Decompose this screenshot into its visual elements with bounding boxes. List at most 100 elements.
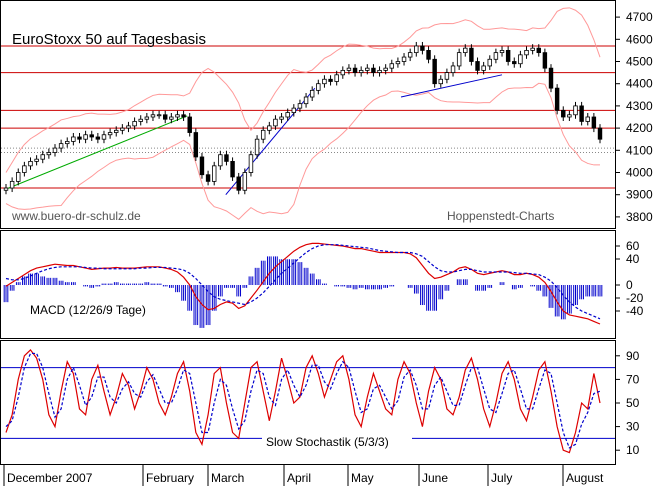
candle-body [346,67,352,71]
stoch-ytick-label: 50 [626,396,640,410]
trendline [5,115,188,190]
candle-body [65,141,70,145]
candle-body [169,116,174,120]
candle-body [52,147,58,153]
candle-body [383,67,388,71]
lower-band [5,82,601,220]
candle-body [187,116,192,133]
candle-body [132,121,137,127]
candle-body [46,152,52,156]
candle-body [463,47,468,54]
candle-body [328,78,333,82]
candle-body [22,165,27,173]
stoch-d-line [5,352,601,449]
price-ytick-label: 4300 [626,99,653,113]
candle-body [114,129,119,133]
stoch-ytick-label: 30 [626,420,640,434]
candle-body [334,74,339,82]
macd-ytick-label: -40 [626,304,644,318]
candle-body [377,69,382,73]
month-label: June [422,471,448,485]
candle-body [456,52,462,67]
candle-body [224,154,229,162]
price-ytick-label: 4200 [626,121,653,135]
macd-ytick-label: 0 [626,278,633,292]
stoch-ytick-label: 10 [626,443,640,457]
candle-body [450,65,456,74]
stochastic-label-bg [262,433,412,449]
candle-body [34,158,39,162]
price-ytick-label: 4100 [626,143,653,157]
candle-body [236,176,241,191]
candle-body [162,114,168,120]
candle-body [230,160,235,178]
price-ytick-label: 4400 [626,77,653,91]
month-label: February [146,471,194,485]
candle-body [493,52,499,60]
candle-body [420,45,425,51]
month-label: July [491,471,512,485]
candle-body [138,118,143,122]
candle-body [426,50,431,60]
candle-body [89,134,94,138]
candle-body [218,154,223,167]
candle-body [481,65,486,71]
candle-body [316,83,321,91]
source-right-label: Hoppenstedt-Charts [447,209,554,223]
candle-body [107,132,113,136]
candle-body [260,129,266,140]
candle-body [126,125,131,129]
candle-body [9,180,15,189]
candle-body [205,174,211,182]
month-label: May [351,471,374,485]
macd-panel-frame [0,230,616,339]
candle-body [95,136,101,140]
candle-body [285,112,290,118]
month-label: March [211,471,244,485]
candle-body [291,107,297,113]
price-ytick-label: 4600 [626,32,653,46]
candle-body [175,114,180,118]
trendline [400,74,503,98]
candle-body [273,118,278,127]
price-ytick-label: 3800 [626,210,653,224]
candle-body [579,105,584,122]
candle-body [267,125,272,131]
candle-body [548,67,554,89]
candle-body [156,114,162,117]
candle-body [16,172,21,182]
candle-body [83,134,88,140]
candle-body [150,114,156,118]
candle-body [469,47,474,62]
macd-ytick-label: -20 [626,291,644,305]
candle-body [58,143,64,149]
macd-label: MACD (12/26/9 Tage) [30,303,146,317]
stochastic-panel-frame [0,340,616,465]
candle-body [530,47,535,51]
candle-body [591,116,597,129]
macd-line [5,242,601,325]
candle-body [199,156,205,176]
candle-body [499,50,505,54]
month-label: August [566,471,604,485]
candle-body [248,154,254,173]
stochastic-label: Slow Stochastik (5/3/3) [266,435,389,449]
candle-body [536,47,541,54]
candle-body [358,69,364,73]
candle-body [561,109,566,118]
candle-body [438,78,444,85]
macd-ytick-label: 60 [626,239,640,253]
candle-body [297,103,303,109]
chart-title: EuroStoxx 50 auf Tagesbasis [12,31,206,48]
candle-body [28,160,33,167]
candle-body [542,52,548,69]
candle-body [505,50,511,62]
price-ytick-label: 4700 [626,10,653,24]
month-label: April [287,471,311,485]
candle-body [254,138,260,156]
candle-body [518,54,523,65]
candle-body [77,136,82,140]
candle-body [567,114,572,118]
candle-body [181,114,186,118]
candle-body [303,96,309,105]
